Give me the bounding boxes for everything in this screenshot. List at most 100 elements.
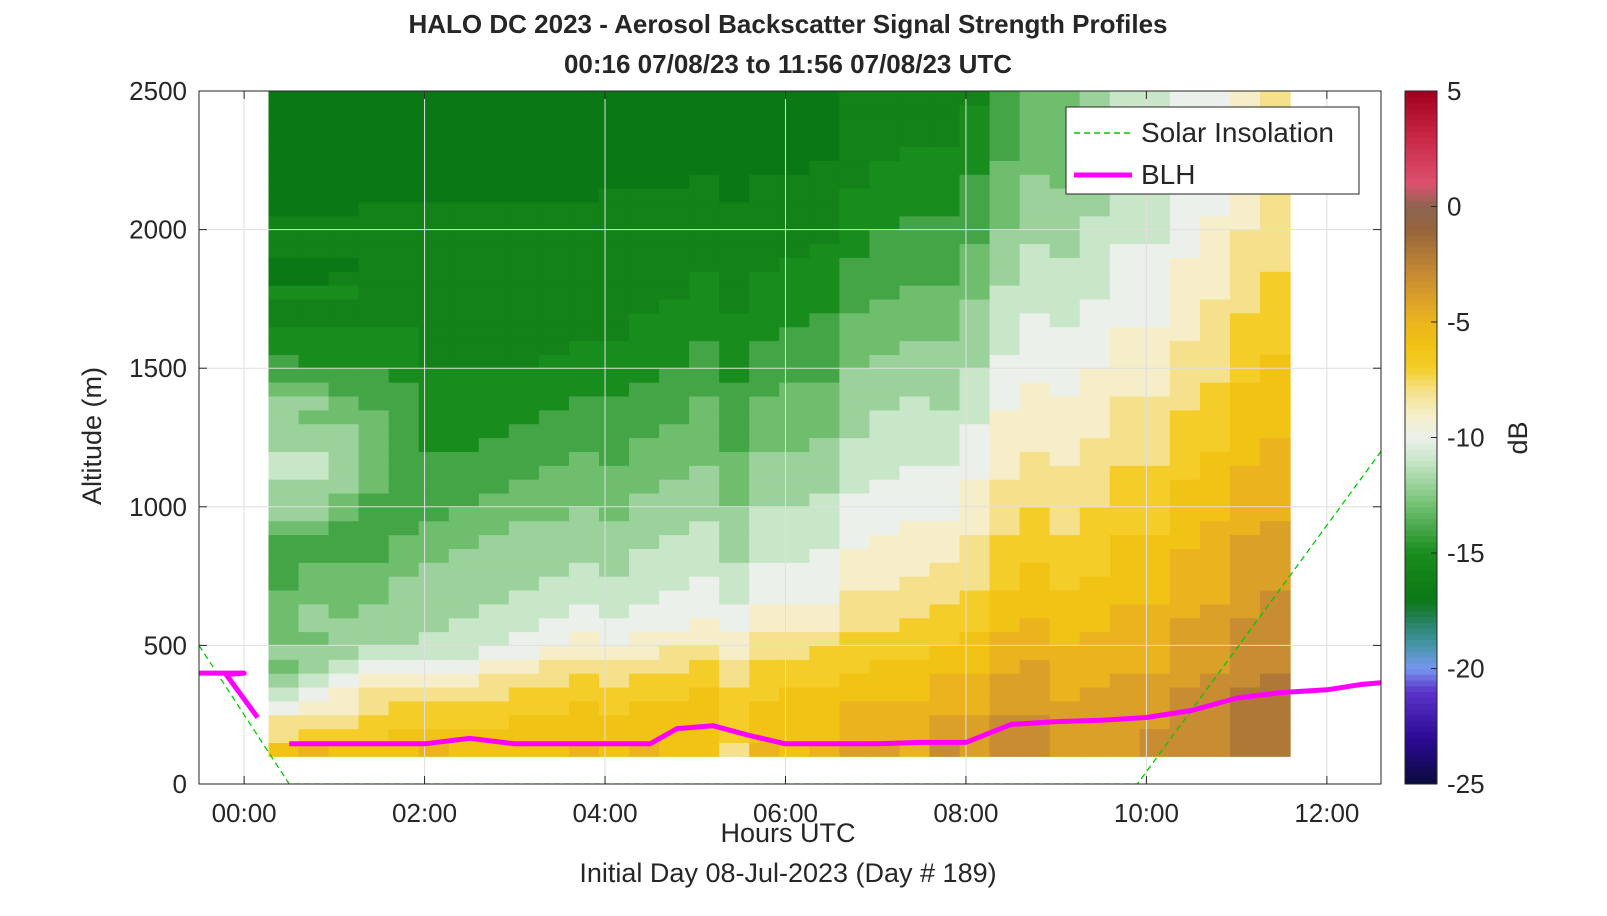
heatmap-cell xyxy=(538,201,570,217)
heatmap-cell xyxy=(929,174,961,189)
heatmap-cell xyxy=(629,451,660,466)
heatmap-cell xyxy=(538,243,570,258)
heatmap-cell xyxy=(268,132,300,148)
heatmap-cell xyxy=(508,146,540,161)
heatmap-cell xyxy=(388,465,420,480)
heatmap-cell xyxy=(869,243,901,258)
heatmap-cell xyxy=(508,562,540,577)
heatmap-cell xyxy=(1260,271,1291,286)
heatmap-cell xyxy=(1019,603,1051,619)
heatmap-cell xyxy=(568,409,600,425)
heatmap-cell xyxy=(1229,215,1261,231)
heatmap-cell xyxy=(598,229,630,245)
heatmap-cell xyxy=(328,298,360,314)
heatmap-cell xyxy=(1169,354,1201,369)
heatmap-cell xyxy=(1049,271,1081,286)
heatmap-cell xyxy=(779,326,810,342)
heatmap-cell xyxy=(478,506,510,522)
heatmap-cell xyxy=(1079,423,1111,439)
heatmap-cell xyxy=(869,728,901,744)
heatmap-cell xyxy=(929,465,961,480)
heatmap-cell xyxy=(899,659,931,674)
solar-insolation-line xyxy=(199,451,1381,784)
heatmap-cell xyxy=(1260,91,1291,92)
heatmap-cell xyxy=(448,686,480,702)
heatmap-cell xyxy=(388,257,420,272)
heatmap-cell xyxy=(388,423,420,439)
heatmap-cell xyxy=(418,257,450,272)
heatmap-cell xyxy=(418,243,450,258)
heatmap-cell xyxy=(989,340,1021,355)
heatmap-cell xyxy=(268,368,300,383)
heatmap-cell xyxy=(839,174,871,189)
chart-title: HALO DC 2023 - Aerosol Backscatter Signa… xyxy=(408,9,1167,39)
heatmap-cell xyxy=(508,160,540,175)
colorbar-segment xyxy=(1405,206,1437,213)
colorbar-tick-label: -5 xyxy=(1447,307,1470,337)
heatmap-cell xyxy=(358,160,390,175)
heatmap-cell xyxy=(388,188,420,203)
heatmap-cell xyxy=(478,714,510,730)
heatmap-cell xyxy=(779,728,810,744)
heatmap-cell xyxy=(478,340,510,355)
heatmap-cell xyxy=(929,91,961,106)
heatmap-cell xyxy=(689,257,720,272)
heatmap-cell xyxy=(929,409,961,425)
heatmap-cell xyxy=(418,215,450,231)
heatmap-cell xyxy=(659,201,690,217)
heatmap-cell xyxy=(1049,465,1081,480)
heatmap-cell xyxy=(989,104,1021,120)
heatmap-cell xyxy=(598,285,630,300)
heatmap-cell xyxy=(1139,409,1171,425)
heatmap-cell xyxy=(1019,160,1051,175)
heatmap-cell xyxy=(629,700,660,716)
heatmap-cell xyxy=(268,479,300,494)
heatmap-cell xyxy=(779,534,810,549)
heatmap-cell xyxy=(1199,506,1231,522)
heatmap-cell xyxy=(598,506,630,522)
heatmap-cell xyxy=(989,465,1021,480)
heatmap-cell xyxy=(1079,368,1111,383)
heatmap-cell xyxy=(689,229,720,245)
heatmap-cell xyxy=(899,562,931,577)
heatmap-cell xyxy=(719,479,750,494)
heatmap-cell xyxy=(899,742,931,757)
heatmap-cell xyxy=(689,728,720,744)
heatmap-cell xyxy=(1079,465,1111,480)
heatmap-cell xyxy=(1079,382,1111,397)
heatmap-cell xyxy=(1019,576,1051,591)
colorbar-segment xyxy=(1405,737,1437,745)
heatmap-cell xyxy=(508,368,540,383)
heatmap-cell xyxy=(1109,340,1141,355)
heatmap-cell xyxy=(268,215,300,231)
heatmap-cell xyxy=(328,91,360,106)
heatmap-cell xyxy=(929,423,961,439)
heatmap-cell xyxy=(1019,91,1051,106)
colorbar-segment xyxy=(1405,275,1437,283)
blh-line xyxy=(199,670,260,719)
heatmap-cell xyxy=(598,91,630,92)
heatmap-cell xyxy=(1109,91,1141,106)
colorbar-segment xyxy=(1405,477,1437,485)
heatmap-cell xyxy=(629,382,660,397)
heatmap-cell xyxy=(1199,298,1231,314)
heatmap-cell xyxy=(629,215,660,231)
heatmap-cell xyxy=(899,312,931,328)
heatmap-cell xyxy=(1139,659,1171,674)
heatmap-cell xyxy=(749,742,780,757)
heatmap-cell xyxy=(749,576,780,591)
heatmap-cell xyxy=(478,645,510,660)
heatmap-cell xyxy=(719,506,750,522)
heatmap-cell xyxy=(929,742,961,757)
heatmap-cell xyxy=(1199,395,1231,411)
colorbar-segment xyxy=(1405,604,1437,612)
heatmap-cell xyxy=(1139,631,1171,646)
heatmap-cell xyxy=(1229,562,1261,577)
heatmap-cell xyxy=(1109,257,1141,272)
heatmap-cell xyxy=(358,201,390,217)
colorbar-segment xyxy=(1405,189,1437,196)
heatmap-cell xyxy=(1019,409,1051,425)
heatmap-cell xyxy=(869,714,901,730)
heatmap-cell xyxy=(1199,215,1231,231)
heatmap-cell xyxy=(779,132,810,148)
